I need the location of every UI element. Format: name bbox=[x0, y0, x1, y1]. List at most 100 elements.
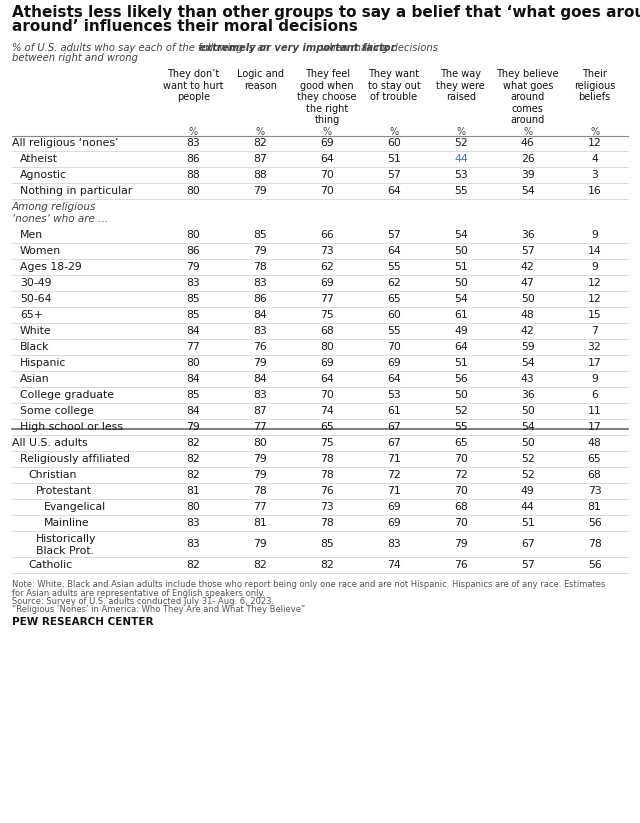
Text: 75: 75 bbox=[320, 310, 334, 320]
Text: %: % bbox=[389, 127, 399, 137]
Text: Historically
Black Prot.: Historically Black Prot. bbox=[36, 534, 97, 556]
Text: 12: 12 bbox=[588, 294, 602, 304]
Text: 85: 85 bbox=[320, 539, 334, 549]
Text: 54: 54 bbox=[521, 186, 534, 196]
Text: 12: 12 bbox=[588, 278, 602, 288]
Text: 74: 74 bbox=[387, 560, 401, 570]
Text: 82: 82 bbox=[186, 438, 200, 448]
Text: 65: 65 bbox=[454, 438, 468, 448]
Text: 88: 88 bbox=[186, 170, 200, 180]
Text: 82: 82 bbox=[253, 138, 267, 148]
Text: 54: 54 bbox=[521, 358, 534, 368]
Text: They don’t
want to hurt
people: They don’t want to hurt people bbox=[163, 69, 223, 102]
Text: 32: 32 bbox=[588, 342, 602, 352]
Text: 50: 50 bbox=[454, 390, 468, 400]
Text: Hispanic: Hispanic bbox=[20, 358, 67, 368]
Text: 76: 76 bbox=[454, 560, 468, 570]
Text: 68: 68 bbox=[320, 326, 334, 336]
Text: 44: 44 bbox=[454, 154, 468, 164]
Text: 71: 71 bbox=[387, 454, 401, 464]
Text: 9: 9 bbox=[591, 374, 598, 384]
Text: College graduate: College graduate bbox=[20, 390, 114, 400]
Text: 80: 80 bbox=[186, 502, 200, 512]
Text: 73: 73 bbox=[588, 486, 602, 496]
Text: 48: 48 bbox=[588, 438, 602, 448]
Text: 51: 51 bbox=[387, 154, 401, 164]
Text: extremely or very important factor: extremely or very important factor bbox=[198, 43, 395, 53]
Text: between right and wrong: between right and wrong bbox=[12, 53, 138, 63]
Text: 78: 78 bbox=[588, 539, 602, 549]
Text: 36: 36 bbox=[521, 230, 534, 240]
Text: 64: 64 bbox=[320, 374, 334, 384]
Text: 60: 60 bbox=[387, 310, 401, 320]
Text: 77: 77 bbox=[320, 294, 334, 304]
Text: 82: 82 bbox=[253, 560, 267, 570]
Text: 55: 55 bbox=[454, 186, 468, 196]
Text: Among religious
‘nones’ who are …: Among religious ‘nones’ who are … bbox=[12, 202, 109, 224]
Text: 79: 79 bbox=[253, 358, 267, 368]
Text: 53: 53 bbox=[387, 390, 401, 400]
Text: 50: 50 bbox=[454, 278, 468, 288]
Text: 68: 68 bbox=[588, 470, 602, 480]
Text: 70: 70 bbox=[454, 518, 468, 528]
Text: Asian: Asian bbox=[20, 374, 50, 384]
Text: Atheists less likely than other groups to say a belief that ‘what goes around co: Atheists less likely than other groups t… bbox=[12, 5, 640, 20]
Text: 78: 78 bbox=[320, 454, 334, 464]
Text: %: % bbox=[523, 127, 532, 137]
Text: Black: Black bbox=[20, 342, 49, 352]
Text: 61: 61 bbox=[387, 406, 401, 416]
Text: Their
religious
beliefs: Their religious beliefs bbox=[574, 69, 615, 102]
Text: 64: 64 bbox=[387, 186, 401, 196]
Text: 64: 64 bbox=[387, 246, 401, 256]
Text: 79: 79 bbox=[253, 539, 267, 549]
Text: 50: 50 bbox=[521, 438, 534, 448]
Text: 86: 86 bbox=[186, 154, 200, 164]
Text: 72: 72 bbox=[387, 470, 401, 480]
Text: 52: 52 bbox=[521, 454, 534, 464]
Text: 84: 84 bbox=[253, 310, 267, 320]
Text: 70: 70 bbox=[454, 486, 468, 496]
Text: 80: 80 bbox=[320, 342, 334, 352]
Text: 70: 70 bbox=[320, 186, 334, 196]
Text: 65: 65 bbox=[320, 422, 334, 432]
Text: 83: 83 bbox=[186, 138, 200, 148]
Text: 15: 15 bbox=[588, 310, 602, 320]
Text: 51: 51 bbox=[521, 518, 534, 528]
Text: 53: 53 bbox=[454, 170, 468, 180]
Text: 73: 73 bbox=[320, 246, 334, 256]
Text: They feel
good when
they choose
the right
thing: They feel good when they choose the righ… bbox=[298, 69, 357, 125]
Text: 69: 69 bbox=[320, 278, 334, 288]
Text: 76: 76 bbox=[320, 486, 334, 496]
Text: % of U.S. adults who say each of the following is an: % of U.S. adults who say each of the fol… bbox=[12, 43, 273, 53]
Text: 69: 69 bbox=[387, 518, 401, 528]
Text: 57: 57 bbox=[387, 170, 401, 180]
Text: 55: 55 bbox=[387, 262, 401, 272]
Text: 80: 80 bbox=[253, 438, 268, 448]
Text: 69: 69 bbox=[387, 358, 401, 368]
Text: Atheist: Atheist bbox=[20, 154, 58, 164]
Text: Mainline: Mainline bbox=[44, 518, 90, 528]
Text: 81: 81 bbox=[588, 502, 602, 512]
Text: 65: 65 bbox=[588, 454, 602, 464]
Text: 54: 54 bbox=[454, 294, 468, 304]
Text: 67: 67 bbox=[521, 539, 534, 549]
Text: 83: 83 bbox=[387, 539, 401, 549]
Text: 48: 48 bbox=[521, 310, 534, 320]
Text: 50: 50 bbox=[454, 246, 468, 256]
Text: 67: 67 bbox=[387, 438, 401, 448]
Text: Men: Men bbox=[20, 230, 43, 240]
Text: %: % bbox=[456, 127, 465, 137]
Text: 66: 66 bbox=[320, 230, 334, 240]
Text: 85: 85 bbox=[253, 230, 267, 240]
Text: 6: 6 bbox=[591, 390, 598, 400]
Text: 82: 82 bbox=[186, 560, 200, 570]
Text: 47: 47 bbox=[521, 278, 534, 288]
Text: 57: 57 bbox=[387, 230, 401, 240]
Text: 82: 82 bbox=[320, 560, 334, 570]
Text: 86: 86 bbox=[253, 294, 267, 304]
Text: 26: 26 bbox=[521, 154, 534, 164]
Text: 71: 71 bbox=[387, 486, 401, 496]
Text: 80: 80 bbox=[186, 186, 200, 196]
Text: 80: 80 bbox=[186, 230, 200, 240]
Text: %: % bbox=[590, 127, 599, 137]
